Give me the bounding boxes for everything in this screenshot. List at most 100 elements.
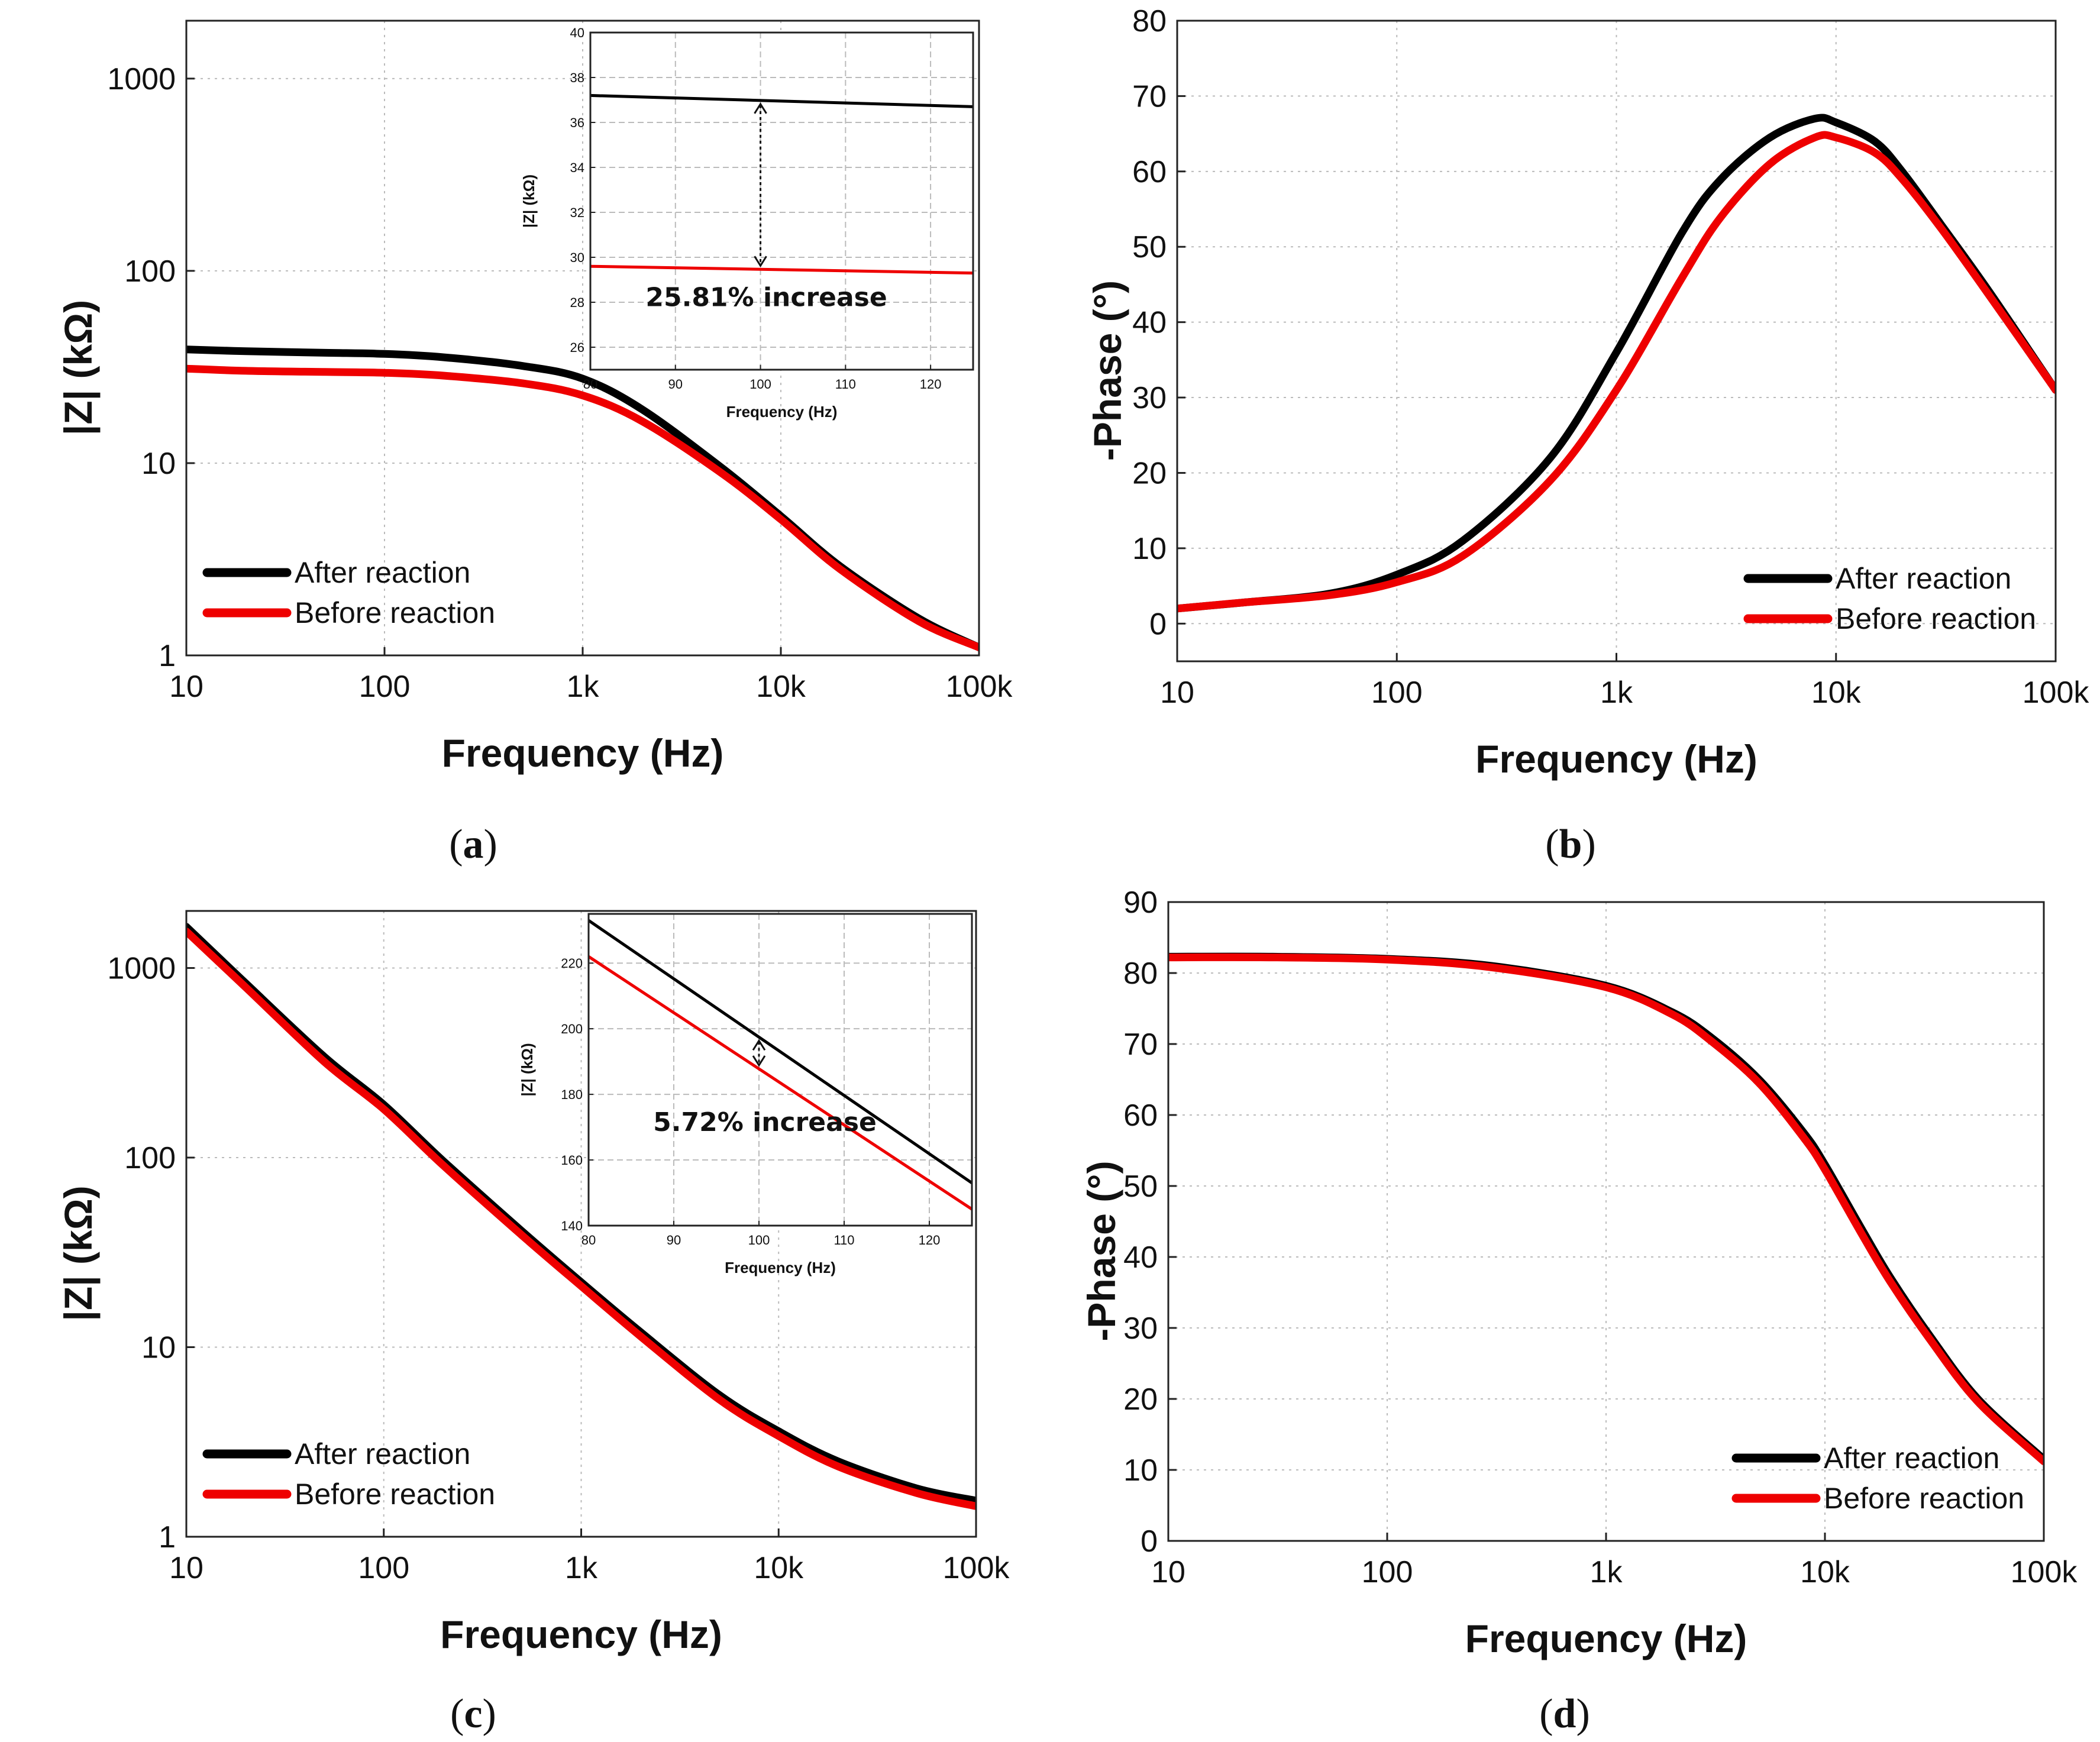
y-axis-label: -Phase (°) — [1080, 1161, 1123, 1341]
inset-x-axis-label: Frequency (Hz) — [725, 1259, 836, 1276]
legend-label: After reaction — [1824, 1442, 1999, 1475]
panel-label: (c) — [450, 1691, 496, 1737]
inset-background — [590, 33, 973, 370]
panel-label-open: ( — [449, 822, 463, 867]
x-tick-label: 10k — [1800, 1555, 1850, 1589]
panel-label-letter: d — [1553, 1691, 1576, 1737]
panel-b: 10 100 1k 10k 100k 0 10 20 30 40 50 60 70 80 Frequency… — [1085, 4, 2089, 867]
inset-y-tick-label: 36 — [570, 115, 584, 130]
inset-x-tick-label: 100 — [748, 1233, 770, 1247]
panel-label-open: ( — [1539, 1691, 1553, 1737]
inset-c: 80 90 100 110 120 140 160 180 200 220 Frequency (H… — [518, 913, 973, 1276]
inset-arrow-head-up — [752, 1039, 766, 1051]
y-axis-label: |Z| (kΩ) — [56, 300, 101, 435]
inset-x-tick-label: 80 — [581, 1233, 596, 1247]
y-tick-label: 30 — [1132, 381, 1167, 415]
inset-x-tick-label: 110 — [835, 377, 856, 392]
y-axis-label: |Z| (kΩ) — [56, 1185, 101, 1321]
y-tick-label: 60 — [1123, 1098, 1158, 1133]
y-tick-label: 20 — [1132, 456, 1167, 490]
panel-label: (a) — [449, 822, 497, 867]
x-tick-label: 10k — [756, 670, 806, 704]
x-tick-label: 100k — [2011, 1555, 2078, 1589]
x-axis-label: Frequency (Hz) — [1475, 737, 1757, 781]
inset-y-tick-label: 220 — [561, 956, 583, 971]
inset-a: 80 90 100 110 120 26 28 30 32 34 36 38 40 Frequency (… — [520, 25, 974, 421]
y-tick-label: 1000 — [107, 951, 176, 985]
inset-y-tick-label: 200 — [561, 1022, 583, 1036]
y-tick-label: 90 — [1123, 885, 1158, 920]
panel-label: (b) — [1545, 822, 1596, 867]
y-tick-label: 0 — [1141, 1524, 1158, 1559]
inset-y-tick-label: 30 — [570, 250, 584, 265]
legend-label: Before reaction — [1836, 602, 2036, 635]
inset-y-tick-label: 160 — [561, 1153, 583, 1168]
inset-series-line-after-reaction — [587, 919, 973, 1184]
y-tick-label: 100 — [124, 1141, 176, 1175]
inset-y-axis-label: |Z| (kΩ) — [520, 174, 538, 228]
series-line-before-reaction — [1168, 953, 2044, 1466]
panel-label-close: ) — [484, 822, 497, 867]
x-axis-label: Frequency (Hz) — [440, 1612, 722, 1656]
x-tick-label: 100k — [943, 1551, 1010, 1585]
inset-series-line-before-reaction — [587, 955, 973, 1211]
inset-annotation: 5.72% increase — [653, 1107, 877, 1137]
legend-label: Before reaction — [295, 596, 495, 629]
inset-y-tick-label: 40 — [570, 25, 584, 40]
panel-label-close: ) — [1582, 822, 1595, 867]
inset-frame — [589, 31, 974, 371]
panel-d: 10 100 1k 10k 100k0102030405060708090Frequen… — [1080, 885, 2078, 1737]
y-tick-label: 0 — [1149, 607, 1167, 641]
inset-arrow-head-down — [752, 1055, 766, 1067]
inset-x-tick-label: 90 — [667, 1233, 681, 1247]
y-tick-label: 10 — [1132, 532, 1167, 566]
x-axis-label: Frequency (Hz) — [1465, 1617, 1747, 1660]
y-tick-label: 1 — [159, 639, 176, 673]
y-tick-label: 10 — [141, 1330, 176, 1365]
inset-y-tick-label: 140 — [561, 1219, 583, 1233]
x-tick-label: 100 — [358, 1551, 409, 1585]
inset-y-tick-label: 34 — [570, 160, 584, 175]
legend-label: After reaction — [1836, 562, 2011, 595]
y-tick-label: 50 — [1123, 1169, 1158, 1204]
y-tick-label: 50 — [1132, 230, 1167, 264]
panel-label-open: ( — [1545, 822, 1559, 867]
inset-x-tick-label: 120 — [920, 377, 942, 392]
series-line-before-reaction — [1177, 131, 2056, 613]
x-tick-label: 10 — [169, 670, 203, 704]
inset-x-tick-label: 100 — [749, 377, 771, 392]
inset-y-tick-label: 28 — [570, 295, 584, 310]
panel-label-letter: a — [463, 822, 484, 867]
inset-arrow-head-down — [754, 256, 767, 268]
x-tick-label: 10 — [1151, 1555, 1185, 1589]
y-tick-label: 1 — [159, 1520, 176, 1554]
y-tick-label: 1000 — [107, 62, 176, 96]
y-tick-label: 30 — [1123, 1311, 1158, 1346]
series-line-before-reaction — [186, 927, 976, 1510]
y-tick-label: 40 — [1123, 1240, 1158, 1275]
inset-x-tick-label: 120 — [919, 1233, 941, 1247]
x-tick-label: 10 — [1160, 676, 1194, 710]
y-tick-label: 10 — [141, 447, 176, 481]
inset-y-tick-label: 180 — [561, 1087, 583, 1102]
inset-y-axis-label: |Z| (kΩ) — [518, 1043, 536, 1096]
y-tick-label: 60 — [1132, 155, 1167, 189]
legend-label: After reaction — [295, 1437, 470, 1470]
y-tick-label: 70 — [1132, 79, 1167, 114]
x-tick-label: 1k — [1600, 676, 1633, 710]
inset-y-tick-label: 38 — [570, 70, 584, 85]
x-axis-label: Frequency (Hz) — [442, 731, 724, 775]
x-tick-label: 1k — [1590, 1555, 1623, 1589]
panel-label-close: ) — [483, 1691, 496, 1737]
inset-x-tick-label: 110 — [833, 1233, 854, 1247]
inset-y-tick-label: 32 — [570, 205, 584, 220]
legend-label: Before reaction — [1824, 1482, 2024, 1515]
inset-arrow-head-up — [754, 102, 767, 114]
inset-x-tick-label: 90 — [668, 377, 683, 392]
x-tick-label: 100k — [2023, 676, 2090, 710]
inset-y-tick-label: 26 — [570, 340, 584, 355]
inset-annotation: 25.81% increase — [645, 282, 887, 312]
